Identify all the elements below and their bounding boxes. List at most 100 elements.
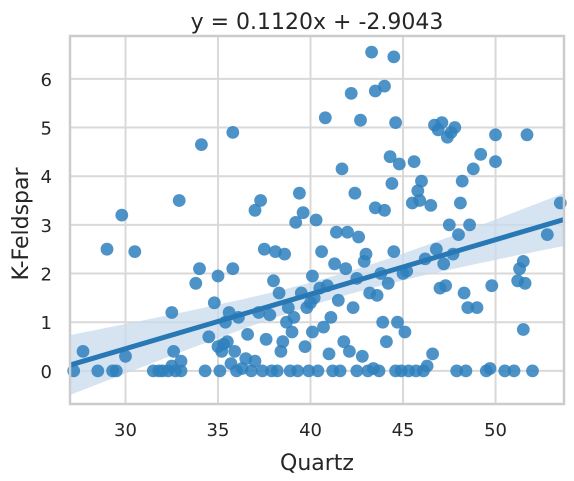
data-point [286,326,299,339]
data-point [365,46,378,59]
data-point [341,226,354,239]
data-point [260,333,273,346]
data-point [165,306,178,319]
data-point [315,245,328,258]
data-point [273,287,286,300]
data-point [212,270,225,283]
data-point [189,277,202,290]
data-point [306,270,319,283]
y-tick-label: 0 [41,362,52,383]
data-point [387,245,400,258]
data-point [399,326,412,339]
data-point [508,365,521,378]
data-point [436,116,449,129]
data-point [271,365,284,378]
data-point [393,158,406,171]
data-point [214,365,227,378]
y-tick-label: 3 [41,216,52,237]
y-tick-label: 1 [41,313,52,334]
data-point [387,51,400,64]
data-point [389,116,402,129]
data-point [195,138,208,151]
data-point [258,243,271,256]
data-point [288,311,301,324]
data-point [91,365,104,378]
y-tick-label: 4 [41,167,52,188]
x-tick-label: 40 [299,420,322,441]
data-point [278,248,291,261]
data-point [173,194,186,207]
data-point [263,309,276,322]
data-point [456,175,469,188]
regression-line-path [70,220,564,366]
data-point [306,326,319,339]
data-point [356,350,369,363]
data-point [325,311,338,324]
data-point [299,340,312,353]
data-point [319,111,332,124]
data-point [454,197,467,210]
data-point [458,287,471,300]
data-point [421,360,434,373]
data-point [345,87,358,100]
data-point [312,365,325,378]
data-point [334,365,347,378]
data-point [463,219,476,232]
x-axis-ticks: 30 35 40 45 50 [114,420,507,441]
data-point [474,148,487,161]
data-point [350,365,363,378]
data-point [291,365,304,378]
data-point [541,228,554,241]
data-point [452,228,465,241]
data-point [354,114,367,127]
data-point [336,163,349,176]
data-point [517,255,530,268]
data-point [443,219,456,232]
x-axis-label: Quartz [280,451,354,476]
x-tick-label: 45 [392,420,415,441]
y-tick-label: 5 [41,119,52,140]
chart-title: y = 0.1120x + -2.9043 [191,10,444,35]
data-point [415,175,428,188]
data-point [202,330,215,343]
data-point [439,279,452,292]
data-point [448,121,461,134]
data-point [413,194,426,207]
data-point [208,296,221,309]
data-point [193,262,206,275]
data-point [378,80,391,93]
data-point [380,335,393,348]
data-point [226,262,239,275]
data-point [376,316,389,329]
data-point [371,289,384,302]
data-point [328,257,341,270]
data-point [343,345,356,358]
data-point [460,365,473,378]
data-point [526,365,539,378]
data-point [347,301,360,314]
x-tick-label: 50 [484,420,507,441]
data-point [471,301,484,314]
data-point [408,155,421,168]
y-axis-label: K-Feldspar [9,167,34,281]
data-point [293,187,306,200]
data-point [349,187,362,200]
data-point [489,128,502,141]
data-point [228,345,241,358]
y-tick-label: 6 [41,70,52,91]
data-point [199,365,212,378]
data-point [115,209,128,222]
data-point [360,248,373,261]
data-point [330,226,343,239]
data-point [489,155,502,168]
data-point [484,362,497,375]
data-point [77,345,90,358]
data-point [426,348,439,361]
data-point [254,194,267,207]
x-tick-label: 30 [114,420,137,441]
data-point [382,277,395,290]
data-point [517,323,530,336]
data-point [310,214,323,227]
data-point [437,257,450,270]
